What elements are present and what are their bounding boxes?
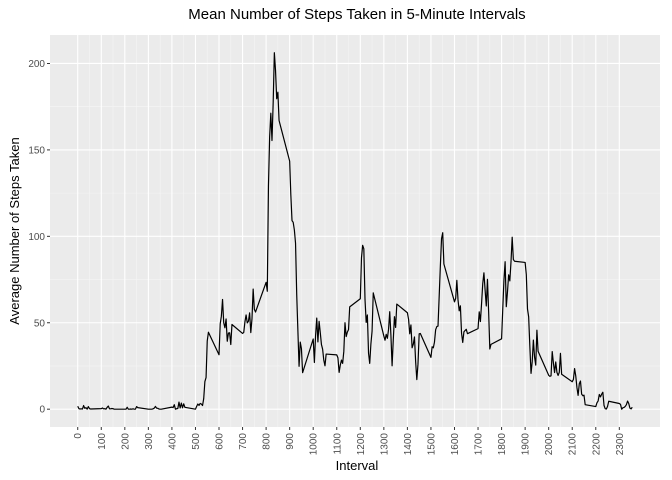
x-tick-label: 500 bbox=[191, 433, 202, 450]
x-tick-label: 700 bbox=[238, 433, 249, 450]
x-tick-label: 100 bbox=[97, 433, 108, 450]
x-tick-label: 1100 bbox=[332, 433, 343, 455]
x-tick-label: 2000 bbox=[544, 433, 555, 456]
y-tick-label: 100 bbox=[28, 232, 45, 243]
x-tick-label: 1800 bbox=[497, 433, 508, 456]
chart-title: Mean Number of Steps Taken in 5-Minute I… bbox=[188, 6, 525, 23]
x-tick-label: 2100 bbox=[568, 433, 579, 456]
x-tick-label: 2300 bbox=[615, 433, 626, 456]
panel bbox=[50, 35, 660, 427]
x-axis-title: Interval bbox=[336, 458, 379, 473]
x-tick-label: 1400 bbox=[403, 433, 414, 456]
x-tick-label: 1000 bbox=[309, 433, 320, 456]
y-tick-label: 150 bbox=[28, 145, 45, 156]
x-tick-label: 1900 bbox=[521, 433, 532, 456]
y-axis-title: Average Number of Steps Taken bbox=[7, 137, 22, 324]
x-tick-label: 0 bbox=[73, 433, 84, 439]
y-tick-label: 0 bbox=[39, 405, 45, 416]
x-tick-label: 1500 bbox=[426, 433, 437, 456]
x-tick-label: 1200 bbox=[356, 433, 367, 456]
x-tick-label: 2200 bbox=[591, 433, 602, 456]
y-tick-label: 50 bbox=[34, 318, 46, 329]
x-tick-label: 200 bbox=[120, 433, 131, 450]
x-tick-label: 1300 bbox=[379, 433, 390, 456]
x-tick-label: 600 bbox=[215, 433, 226, 450]
x-tick-label: 400 bbox=[167, 433, 178, 450]
y-tick-label: 200 bbox=[28, 59, 45, 70]
line bbox=[77, 52, 633, 410]
x-tick-label: 1700 bbox=[474, 433, 485, 456]
x-tick-label: 800 bbox=[262, 433, 273, 450]
x-tick-label: 1600 bbox=[450, 433, 461, 456]
x-tick-label: 300 bbox=[144, 433, 155, 450]
x-tick-label: 900 bbox=[285, 433, 296, 450]
